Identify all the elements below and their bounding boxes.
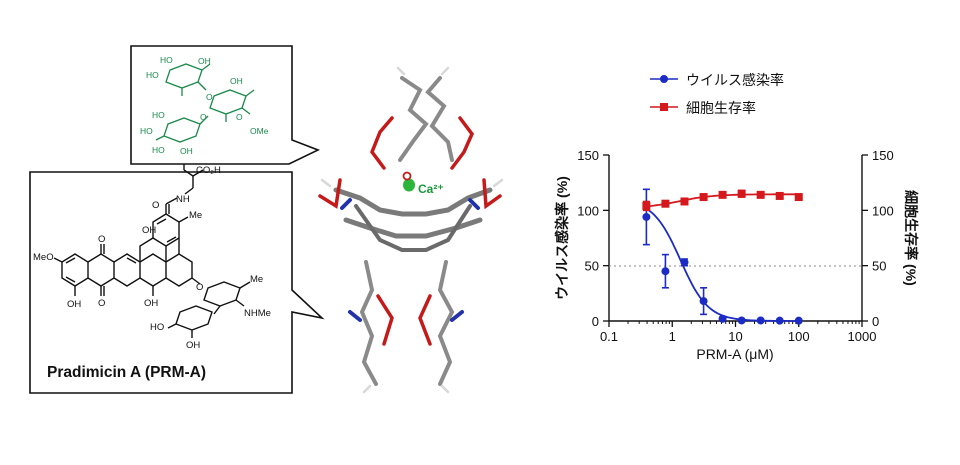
complex-model-hydrogens (320, 66, 504, 394)
data-point (794, 193, 803, 202)
label-mannoside-o-link-2: O (200, 112, 207, 122)
data-point (718, 190, 727, 199)
series-0 (642, 188, 803, 325)
prm-a-callout-box (29, 171, 325, 394)
y-axis-left-label: ウイルス感染率 (%) (554, 176, 570, 300)
legend-cell-marker-icon (660, 103, 668, 111)
calcium-ion-label: Ca²⁺ (418, 182, 444, 196)
data-point (756, 190, 765, 199)
data-point (642, 212, 651, 221)
calcium-ion-icon (403, 178, 415, 192)
y-right-tick-label: 150 (872, 148, 894, 163)
x-tick-label: 1 (669, 329, 676, 344)
compound-name: Pradimicin A (PRM-A) (47, 364, 206, 381)
data-point (775, 191, 784, 200)
label-me-ring: Me (189, 210, 202, 221)
label-nhme: NHMe (244, 308, 271, 319)
complex-model-sticks (318, 76, 502, 386)
data-point (775, 316, 784, 325)
data-point (737, 316, 746, 325)
label-mannoside-ho-2: HO (146, 70, 159, 80)
label-mannoside-o-link: O (206, 92, 213, 102)
label-mannoside-ho-3: HO (152, 110, 165, 120)
data-point (661, 267, 670, 276)
label-mannoside-oh-2: OH (230, 76, 243, 86)
label-mannoside-oh-1: OH (198, 56, 211, 66)
y-left-tick-label: 100 (577, 203, 599, 218)
x-tick-label: 100 (788, 329, 810, 344)
label-me-sugar: Me (250, 274, 263, 285)
mannoside-skeleton (155, 63, 255, 143)
label-oh-ring-d: OH (144, 298, 158, 309)
label-mannoside-ome: OMe (250, 126, 269, 136)
label-nh: NH (176, 194, 190, 205)
legend-virus-marker-icon (660, 75, 668, 83)
x-tick-label: 10 (728, 329, 742, 344)
y-right-tick-label: 0 (872, 314, 879, 329)
data-series (642, 188, 803, 325)
data-point (699, 297, 708, 306)
y-left-tick-label: 50 (585, 259, 599, 274)
mannoside-labels: HO HO OH OH O HO HO O O OMe HO OH (140, 55, 269, 156)
label-mannoside-oh-3: OH (180, 146, 193, 156)
prm-a-atom-labels: CO₂H NH O Me OH O O MeO OH OH O Me NHMe … (33, 165, 271, 351)
mannoside-callout-box (130, 45, 321, 165)
label-co2h: CO₂H (196, 165, 221, 176)
label-glycoside-o: O (196, 282, 203, 293)
series-1 (642, 189, 803, 212)
legend-virus-label: ウイルス感染率 (686, 72, 784, 88)
label-meo: MeO (33, 252, 54, 263)
chart-legend: ウイルス感染率 細胞生存率 (650, 72, 784, 116)
prm-a-structure-panel: CO₂H NH O Me OH O O MeO OH OH O Me NHMe … (29, 162, 325, 394)
data-point (661, 199, 670, 208)
x-axis-label: PRM-A (μM) (696, 346, 773, 362)
prm-a-skeleton (53, 162, 251, 338)
label-mannoside-ho-5: HO (152, 145, 165, 155)
data-point (718, 314, 727, 323)
label-quinone-o-bottom: O (98, 298, 105, 309)
label-oh-sugar: OH (186, 340, 200, 351)
label-oh-ring-a: OH (67, 299, 81, 310)
y-left-tick-label: 0 (592, 314, 599, 329)
y-right-tick-label: 50 (872, 259, 886, 274)
y-left-tick-label: 150 (577, 148, 599, 163)
label-oh-top: OH (142, 225, 156, 236)
water-oxygen-icon (402, 171, 412, 181)
y-right-tick-label: 100 (872, 203, 894, 218)
series-0-fit-curve (645, 207, 799, 322)
data-point (756, 316, 765, 325)
label-mannoside-o-ring: O (236, 112, 243, 122)
label-amide-o: O (152, 200, 159, 211)
data-point (680, 197, 689, 206)
label-mannoside-ho-1: HO (160, 55, 173, 65)
data-point (680, 258, 689, 267)
label-quinone-o-top: O (98, 234, 105, 245)
label-mannoside-ho-4: HO (140, 126, 153, 136)
mannoside-panel: HO HO OH OH O HO HO O O OMe HO OH (130, 45, 321, 165)
label-ho-sugar: HO (150, 322, 164, 333)
x-tick-label: 0.1 (600, 329, 618, 344)
data-point (737, 189, 746, 198)
data-point (794, 316, 803, 325)
data-point (642, 201, 651, 210)
x-tick-label: 1000 (848, 329, 877, 344)
y-axis-right-label: 細胞生存率 (%) (903, 190, 919, 286)
prm-a-ca-complex-3d-model: Ca²⁺ (318, 66, 504, 394)
data-point (699, 193, 708, 202)
legend-cell-label: 細胞生存率 (686, 100, 756, 116)
